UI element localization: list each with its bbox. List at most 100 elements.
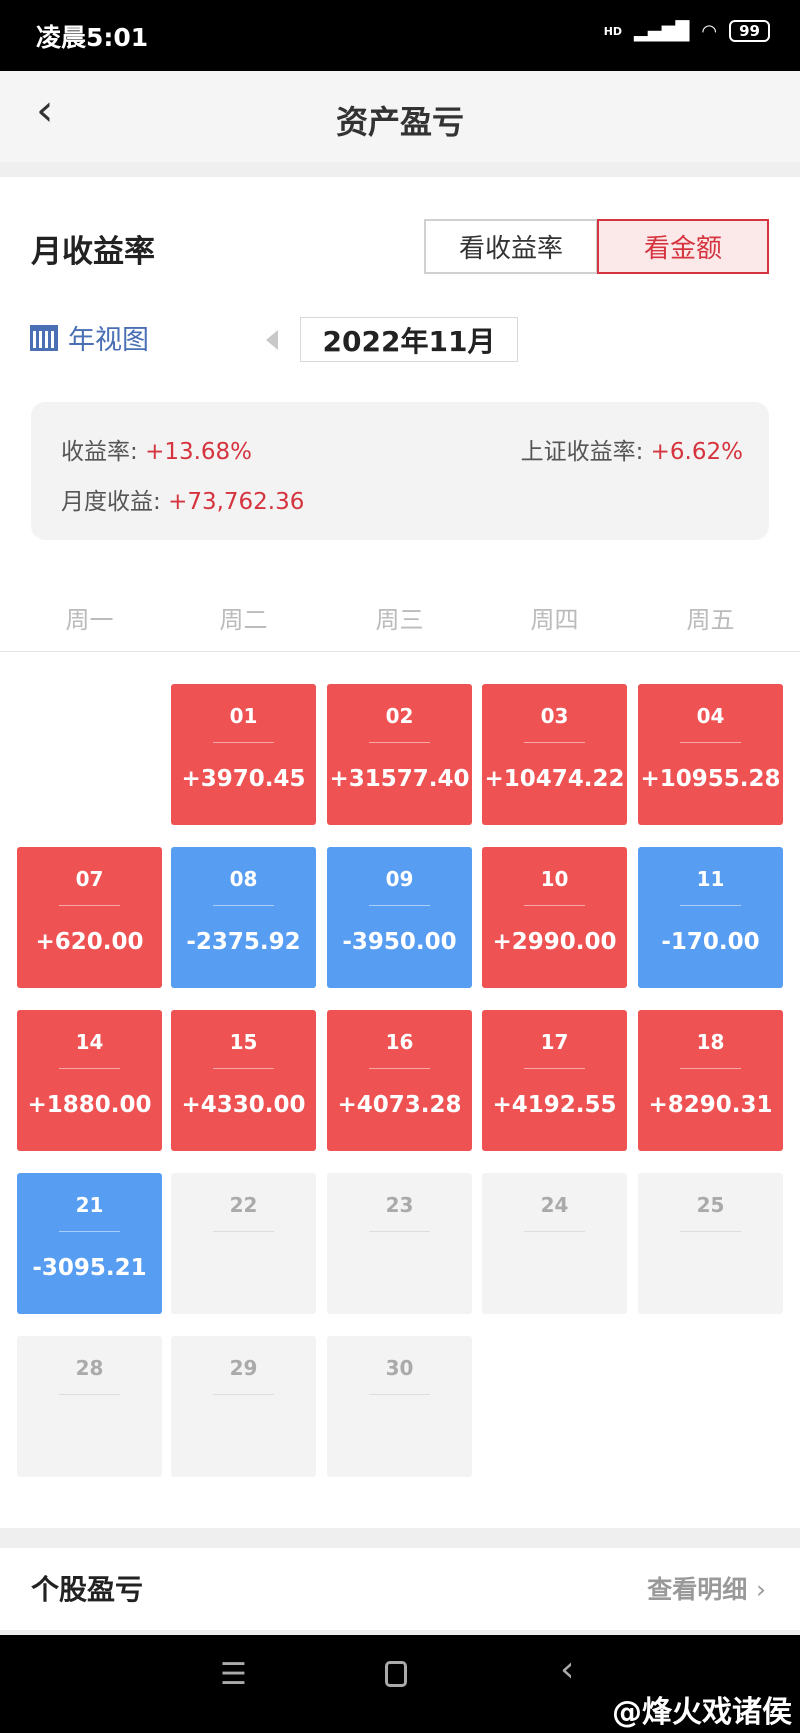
day-cell[interactable]: 25 <box>638 1173 783 1314</box>
day-cell[interactable]: 30 <box>327 1336 472 1477</box>
cell-divider <box>369 742 430 743</box>
day-number: 09 <box>385 867 414 891</box>
day-number: 08 <box>229 867 258 891</box>
day-profit: -3095.21 <box>32 1255 147 1281</box>
cell-divider <box>680 1068 741 1069</box>
sh-rate-label: 上证收益率: <box>520 439 644 465</box>
back-button[interactable]: ‹ <box>36 85 54 136</box>
day-profit: +31577.40 <box>329 766 470 792</box>
day-cell[interactable]: 02 +31577.40 <box>327 684 472 825</box>
day-cell[interactable]: 18 +8290.31 <box>638 1010 783 1151</box>
day-number: 16 <box>385 1030 414 1054</box>
day-cell[interactable]: 22 <box>171 1173 316 1314</box>
status-icons: HD ▂▄▆█ ◠ 99 <box>604 20 770 42</box>
cell-divider <box>369 1068 430 1069</box>
weekday-label: 周三 <box>375 606 424 634</box>
day-number: 10 <box>540 867 569 891</box>
weekday-label: 周二 <box>219 606 268 634</box>
day-number: 22 <box>229 1193 258 1217</box>
network-type-label: HD <box>603 24 623 38</box>
day-cell[interactable]: 24 <box>482 1173 627 1314</box>
cell-divider <box>680 742 741 743</box>
divider <box>0 1528 800 1548</box>
month-profit-label: 月度收益: <box>61 489 161 515</box>
back-nav-icon[interactable]: ‹ <box>560 1649 575 1690</box>
day-profit: -170.00 <box>661 929 760 955</box>
sh-rate-value: +6.62% <box>650 439 743 465</box>
section-title: 月收益率 <box>31 234 155 270</box>
signal-icon: ▂▄▆█ <box>634 20 690 42</box>
cell-divider <box>213 742 274 743</box>
day-number: 03 <box>540 704 569 728</box>
day-profit: +4073.28 <box>337 1092 462 1118</box>
day-cell[interactable]: 28 <box>17 1336 162 1477</box>
day-profit: +3970.45 <box>181 766 306 792</box>
month-selector[interactable]: 2022年11月 <box>300 317 518 362</box>
day-number: 24 <box>540 1193 569 1217</box>
day-cell[interactable]: 09 -3950.00 <box>327 847 472 988</box>
day-cell[interactable]: 08 -2375.92 <box>171 847 316 988</box>
year-view-link[interactable]: 年视图 <box>30 318 149 357</box>
day-cell[interactable]: 04 +10955.28 <box>638 684 783 825</box>
day-profit: +620.00 <box>35 929 144 955</box>
cell-divider <box>524 742 585 743</box>
month-profit-value: +73,762.36 <box>168 489 305 515</box>
cell-divider <box>59 905 120 906</box>
cell-divider <box>680 905 741 906</box>
watermark: @烽火戏诸侯 <box>612 1695 792 1730</box>
day-profit: +8290.31 <box>648 1092 773 1118</box>
view-detail-link[interactable]: 查看明细 › <box>647 1570 766 1606</box>
view-detail-label: 查看明细 <box>647 1575 748 1604</box>
battery-icon: 99 <box>729 20 770 42</box>
rate-label: 收益率: <box>61 439 138 465</box>
day-cell[interactable]: 07 +620.00 <box>17 847 162 988</box>
stock-section-title: 个股盈亏 <box>31 1573 144 1606</box>
day-number: 21 <box>75 1193 104 1217</box>
weekday-label: 周五 <box>686 606 735 634</box>
day-cell[interactable]: 15 +4330.00 <box>171 1010 316 1151</box>
day-number: 14 <box>75 1030 104 1054</box>
menu-icon[interactable]: ☰ <box>220 1657 247 1692</box>
day-cell[interactable]: 01 +3970.45 <box>171 684 316 825</box>
toggle-amount[interactable]: 看金额 <box>597 219 769 274</box>
cell-divider <box>213 1231 274 1232</box>
day-profit: -2375.92 <box>186 929 301 955</box>
day-number: 23 <box>385 1193 414 1217</box>
day-cell[interactable]: 11 -170.00 <box>638 847 783 988</box>
prev-month-icon[interactable] <box>266 330 278 350</box>
day-profit: +10474.22 <box>484 766 625 792</box>
day-profit: +2990.00 <box>492 929 617 955</box>
cell-divider <box>213 905 274 906</box>
wifi-icon: ◠ <box>701 20 718 42</box>
home-icon[interactable] <box>385 1661 407 1687</box>
divider <box>0 1630 800 1635</box>
day-cell[interactable]: 14 +1880.00 <box>17 1010 162 1151</box>
day-number: 29 <box>229 1356 258 1380</box>
day-number: 30 <box>385 1356 414 1380</box>
toggle-rate[interactable]: 看收益率 <box>424 219 598 274</box>
system-nav-bar: ☰ ‹ @烽火戏诸侯 <box>0 1635 800 1733</box>
day-cell[interactable]: 23 <box>327 1173 472 1314</box>
calendar-icon <box>30 324 58 351</box>
divider <box>0 162 800 177</box>
cell-divider <box>369 1231 430 1232</box>
status-bar: 凌晨5:01 HD ▂▄▆█ ◠ 99 <box>0 0 800 71</box>
day-cell[interactable]: 10 +2990.00 <box>482 847 627 988</box>
cell-divider <box>524 905 585 906</box>
day-cell[interactable]: 03 +10474.22 <box>482 684 627 825</box>
day-number: 17 <box>540 1030 569 1054</box>
cell-divider <box>213 1394 274 1395</box>
day-cell[interactable]: 17 +4192.55 <box>482 1010 627 1151</box>
day-number: 18 <box>696 1030 725 1054</box>
day-cell[interactable]: 29 <box>171 1336 316 1477</box>
weekday-label: 周一 <box>65 606 114 634</box>
day-number: 07 <box>75 867 104 891</box>
day-cell[interactable]: 16 +4073.28 <box>327 1010 472 1151</box>
weekday-label: 周四 <box>530 606 579 634</box>
year-view-label: 年视图 <box>68 325 149 356</box>
day-profit: +10955.28 <box>640 766 781 792</box>
day-cell[interactable]: 21 -3095.21 <box>17 1173 162 1314</box>
cell-divider <box>59 1068 120 1069</box>
cell-divider <box>59 1394 120 1395</box>
day-profit: +4330.00 <box>181 1092 306 1118</box>
